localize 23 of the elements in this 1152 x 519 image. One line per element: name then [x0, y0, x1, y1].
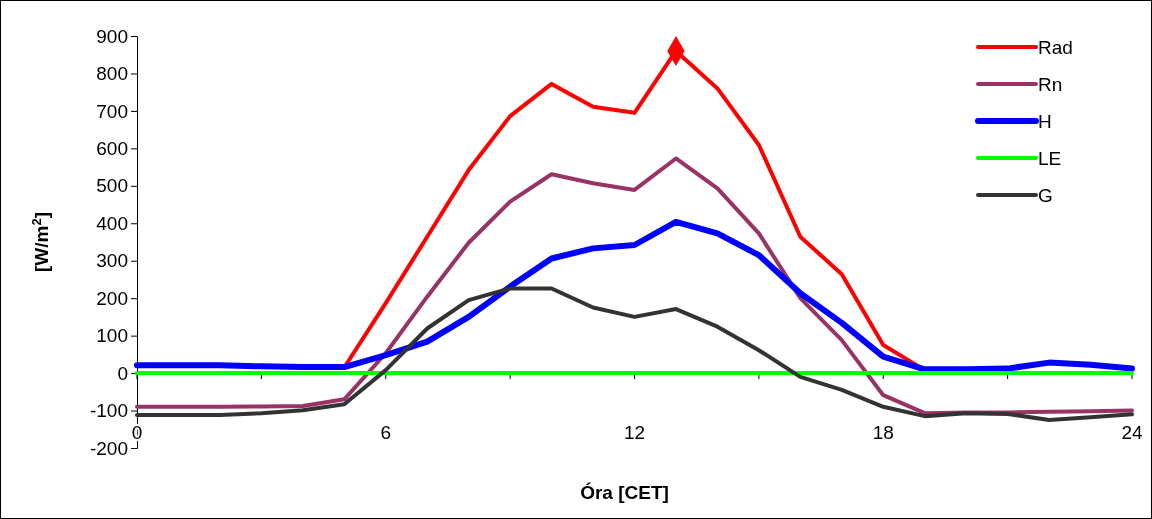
- y-tick-label: 0: [117, 362, 128, 384]
- y-tick-label: 400: [96, 212, 128, 234]
- y-tick-label: 700: [96, 100, 128, 122]
- x-tick-label: 24: [1121, 421, 1143, 443]
- legend-label: Rn: [1038, 74, 1063, 95]
- x-tick-label: 12: [623, 421, 646, 443]
- y-tick-label: -100: [89, 400, 128, 422]
- y-tick-label: 100: [96, 325, 128, 347]
- legend-label: LE: [1038, 148, 1062, 169]
- y-tick-label: 900: [96, 25, 128, 47]
- legend-label: G: [1038, 185, 1053, 206]
- legend-label: H: [1038, 111, 1052, 132]
- line-series: [135, 286, 1134, 422]
- legend-label: Rad: [1038, 37, 1073, 58]
- y-tick-label: 500: [96, 175, 128, 197]
- y-tick-label: 300: [96, 250, 128, 272]
- y-tick-label: 200: [96, 287, 128, 309]
- y-tick-label: -200: [89, 437, 128, 459]
- y-tick-label: 800: [96, 63, 128, 85]
- y-tick-label: 600: [96, 137, 128, 159]
- x-axis-title: Óra [CET]: [580, 482, 669, 503]
- x-tick-label: 6: [380, 421, 392, 443]
- x-tick-label: 18: [872, 421, 894, 443]
